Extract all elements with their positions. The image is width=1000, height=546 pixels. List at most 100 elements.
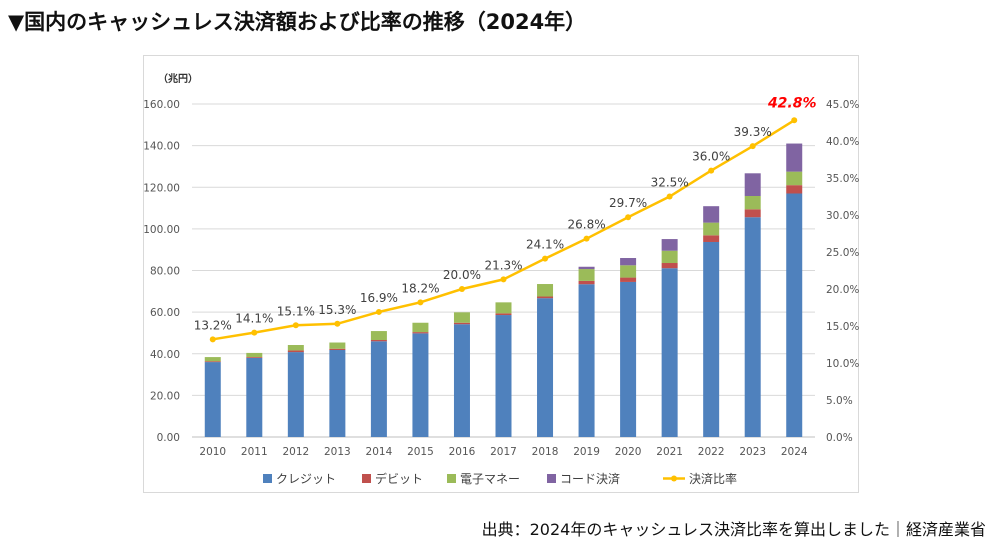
ratio-data-label: 15.1% — [277, 304, 315, 318]
ratio-data-label: 29.7% — [609, 196, 647, 210]
bar-credit — [287, 352, 304, 437]
y-tick-label: 60.00 — [150, 307, 180, 319]
chart-frame — [143, 55, 859, 493]
ratio-data-label: 18.2% — [401, 281, 439, 295]
ratio-point — [334, 320, 341, 327]
ratio-data-label: 16.9% — [360, 291, 398, 305]
bar-credit — [246, 357, 263, 437]
x-tick-label: 2019 — [573, 446, 600, 458]
bar-debit — [453, 322, 470, 325]
y2-tick-label: 20.0% — [826, 284, 859, 296]
x-tick-label: 2022 — [698, 446, 725, 458]
legend-swatch — [547, 474, 556, 483]
legend-label: 決済比率 — [689, 471, 737, 486]
legend-label: コード決済 — [560, 471, 620, 486]
legend-label: 電子マネー — [460, 472, 520, 486]
y2-tick-label: 35.0% — [826, 173, 859, 185]
ratio-point — [251, 329, 258, 336]
x-tick-label: 2013 — [324, 446, 351, 458]
bar-code — [703, 206, 720, 223]
left-axis-unit: （兆円） — [158, 72, 198, 85]
ratio-point — [500, 276, 507, 283]
bar-emoney — [495, 302, 512, 314]
x-tick-label: 2018 — [532, 446, 559, 458]
bar-debit — [370, 340, 387, 342]
ratio-point — [749, 143, 756, 150]
bar-debit — [204, 361, 221, 363]
y-tick-label: 20.00 — [150, 390, 180, 402]
bar-credit — [412, 333, 429, 437]
ratio-data-label: 20.0% — [443, 268, 481, 282]
ratio-data-label: 42.8% — [767, 95, 817, 111]
ratio-point — [375, 308, 382, 315]
x-tick-label: 2024 — [781, 446, 808, 458]
legend-swatch — [263, 474, 272, 483]
bar-credit — [370, 341, 387, 437]
bar-debit — [246, 357, 263, 358]
legend-line-marker — [671, 475, 677, 482]
ratio-data-label: 13.2% — [194, 318, 232, 332]
ratio-data-label: 14.1% — [235, 312, 273, 326]
x-tick-label: 2023 — [739, 446, 766, 458]
legend-swatch — [362, 474, 371, 483]
x-tick-label: 2016 — [449, 446, 476, 458]
bar-emoney — [204, 357, 221, 362]
y-tick-label: 160.00 — [143, 99, 180, 111]
bar-emoney — [537, 284, 554, 297]
x-tick-label: 2010 — [199, 446, 226, 458]
ratio-data-label: 32.5% — [651, 176, 689, 190]
bar-emoney — [412, 322, 429, 333]
ratio-point — [542, 255, 549, 262]
source-note: 出典：2024年のキャッシュレス決済比率を算出しました｜経済産業省 — [481, 520, 986, 539]
x-tick-label: 2014 — [366, 446, 393, 458]
bar-emoney — [246, 352, 263, 358]
bar-debit — [786, 185, 803, 194]
bar-credit — [661, 268, 678, 437]
bar-emoney — [287, 345, 304, 351]
bar-code — [744, 173, 761, 196]
bar-emoney — [620, 265, 637, 278]
y-tick-label: 100.00 — [143, 224, 180, 236]
bar-emoney — [329, 342, 346, 349]
ratio-data-label: 36.0% — [692, 150, 730, 164]
bar-debit — [661, 263, 678, 269]
ratio-point — [666, 193, 673, 200]
bar-debit — [744, 209, 761, 218]
bar-credit — [537, 298, 554, 437]
bar-emoney — [578, 269, 595, 281]
ratio-point — [292, 322, 299, 329]
x-tick-label: 2017 — [490, 446, 517, 458]
ratio-data-label: 26.8% — [568, 218, 606, 232]
bar-emoney — [744, 195, 761, 210]
ratio-data-label: 39.3% — [734, 125, 772, 139]
bar-code — [620, 258, 637, 266]
x-tick-label: 2015 — [407, 446, 434, 458]
bar-emoney — [453, 312, 470, 323]
bar-debit — [329, 348, 346, 351]
bar-credit — [786, 193, 803, 437]
x-tick-label: 2012 — [282, 446, 309, 458]
bar-debit — [287, 350, 304, 353]
x-tick-label: 2011 — [241, 446, 268, 458]
bar-debit — [495, 313, 512, 316]
y2-tick-label: 45.0% — [826, 99, 859, 111]
bar-emoney — [370, 331, 387, 341]
y-tick-label: 80.00 — [150, 266, 180, 278]
bar-credit — [578, 284, 595, 437]
bar-credit — [495, 315, 512, 437]
y2-tick-label: 10.0% — [826, 358, 859, 370]
y-tick-label: 0.00 — [157, 432, 180, 444]
bar-debit — [703, 235, 720, 242]
bar-emoney — [786, 171, 803, 186]
bar-code — [578, 266, 595, 270]
x-tick-label: 2021 — [656, 446, 683, 458]
bar-credit — [620, 281, 637, 437]
bar-debit — [578, 280, 595, 285]
ratio-data-label: 21.3% — [484, 258, 522, 272]
y-tick-label: 140.00 — [143, 141, 180, 153]
page-title: ▼国内のキャッシュレス決済額および比率の推移（2024年） — [8, 10, 587, 34]
y2-tick-label: 25.0% — [826, 247, 859, 259]
ratio-point — [708, 167, 715, 174]
bar-credit — [744, 217, 761, 437]
bar-credit — [703, 241, 720, 437]
